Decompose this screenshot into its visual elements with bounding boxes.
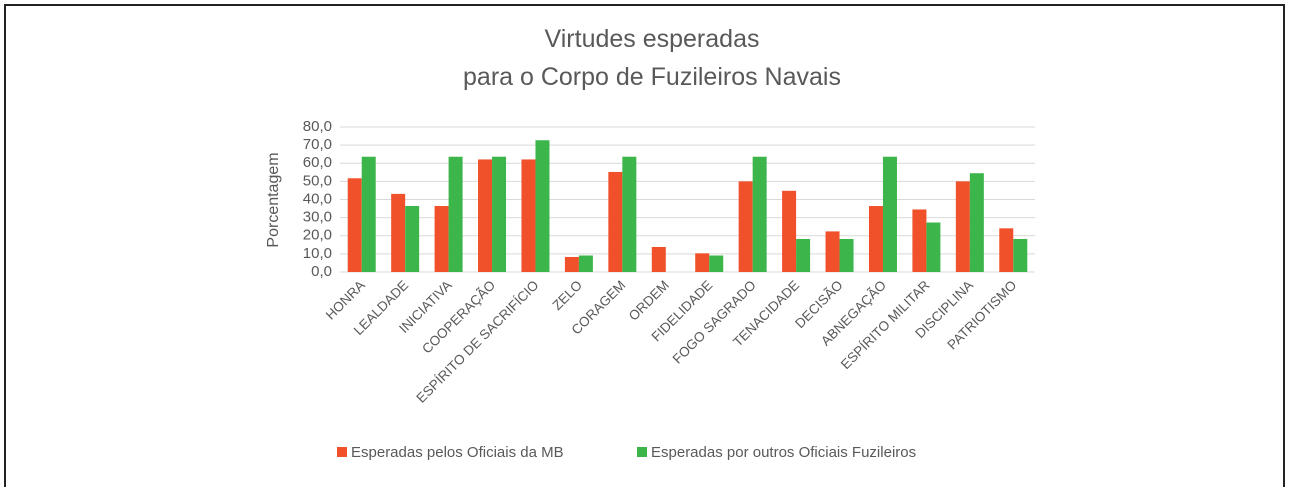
bar bbox=[868, 206, 883, 272]
bar bbox=[478, 159, 493, 272]
chart-title: para o Corpo de Fuzileiros Navais bbox=[463, 63, 841, 91]
bar bbox=[969, 173, 984, 272]
bar bbox=[608, 171, 623, 272]
y-tick-label: 20,0 bbox=[303, 227, 332, 244]
bar bbox=[347, 178, 362, 272]
y-tick-label: 30,0 bbox=[303, 209, 332, 226]
legend-label: Esperadas pelos Oficiais da MB bbox=[351, 444, 564, 461]
bar bbox=[405, 206, 420, 272]
legend-swatch bbox=[637, 447, 647, 457]
bar bbox=[926, 222, 941, 272]
bar bbox=[955, 181, 970, 272]
legend-label: Esperadas por outros Oficiais Fuzileiros bbox=[651, 444, 916, 461]
y-tick-label: 10,0 bbox=[303, 245, 332, 262]
bar bbox=[391, 193, 406, 272]
y-tick-label: 0,0 bbox=[311, 263, 332, 280]
bar bbox=[839, 239, 854, 272]
bar bbox=[564, 256, 579, 272]
y-tick-label: 40,0 bbox=[303, 190, 332, 207]
bar bbox=[796, 239, 811, 272]
bar bbox=[752, 156, 767, 272]
y-axis-label: Porcentagem bbox=[265, 152, 282, 247]
bar bbox=[825, 231, 840, 272]
bar bbox=[882, 156, 897, 272]
y-tick-label: 50,0 bbox=[303, 172, 332, 189]
chart-title: Virtudes esperadas bbox=[545, 25, 760, 53]
bar bbox=[578, 255, 593, 272]
bar bbox=[622, 156, 637, 272]
bar bbox=[782, 190, 797, 272]
bar bbox=[738, 181, 753, 272]
y-tick-label: 60,0 bbox=[303, 154, 332, 171]
bar bbox=[492, 156, 507, 272]
frame bbox=[4, 4, 1285, 492]
bar bbox=[912, 209, 927, 272]
legend-swatch bbox=[337, 447, 347, 457]
bar bbox=[695, 253, 710, 272]
y-tick-label: 70,0 bbox=[303, 136, 332, 153]
bar bbox=[521, 159, 536, 272]
bar bbox=[535, 140, 550, 272]
bar bbox=[361, 156, 376, 272]
bar bbox=[448, 156, 463, 272]
bar bbox=[709, 255, 724, 272]
y-tick-label: 80,0 bbox=[303, 118, 332, 135]
bar bbox=[434, 206, 449, 272]
bar bbox=[999, 228, 1014, 272]
bar bbox=[1013, 239, 1028, 272]
bar bbox=[651, 246, 666, 272]
